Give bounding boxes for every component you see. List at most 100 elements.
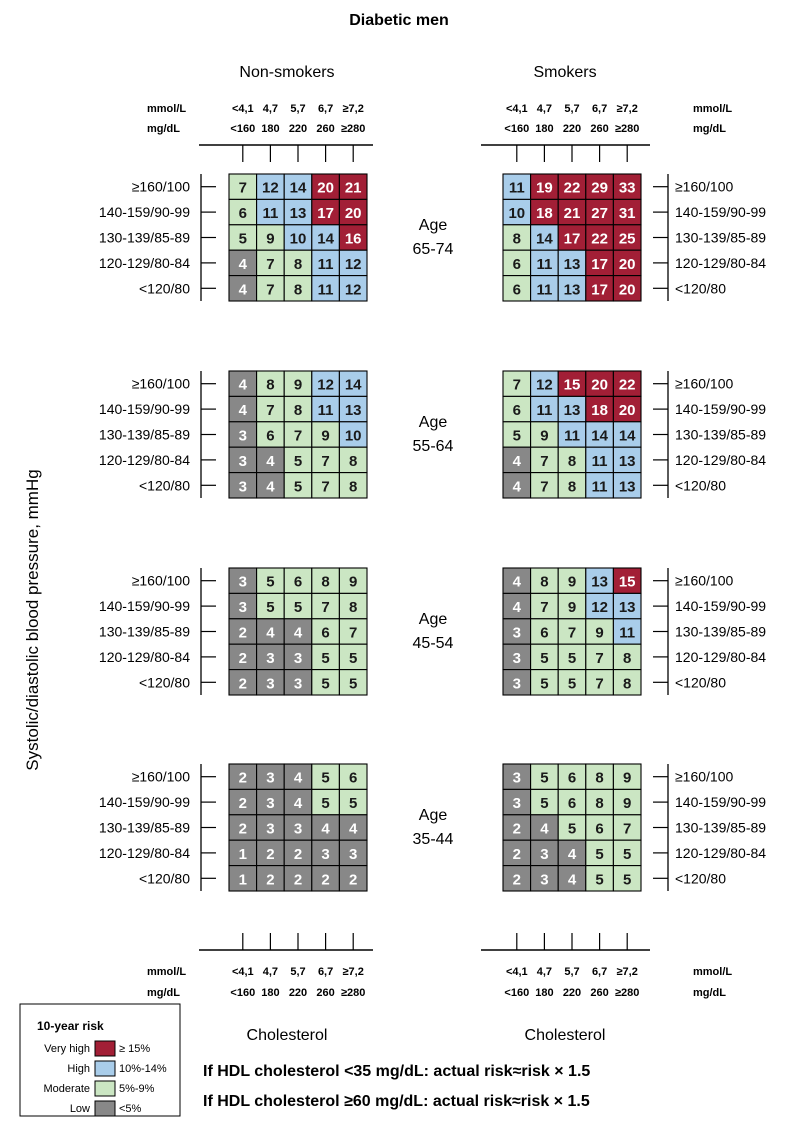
risk-cell [256,249,285,277]
legend-title: 10-year risk [37,1019,104,1033]
risk-value: 5 [321,650,329,667]
chol-tick-label: <4,1 [232,966,254,978]
risk-value: 4 [239,281,248,298]
risk-value: 7 [540,599,548,616]
risk-value: 5 [595,846,603,863]
risk-value: 9 [595,625,603,642]
chol-tick-label: 5,7 [564,966,579,978]
risk-value: 5 [266,574,274,591]
risk-cell [585,275,614,302]
risk-value: 5 [540,675,548,692]
risk-value: 10 [508,205,525,222]
risk-value: 11 [318,281,334,298]
risk-value: 13 [290,205,307,222]
risk-value: 6 [294,574,302,591]
risk-cell [338,446,368,474]
bp-label-left: 120-129/80-84 [99,255,190,271]
risk-cell [530,421,559,448]
risk-value: 3 [513,770,521,787]
risk-value: 8 [540,574,548,591]
top-left-mgdl-unit: mg/dL [147,123,180,135]
legend-swatch [94,1100,116,1117]
risk-value: 7 [540,478,548,495]
chol-tick-label: 220 [563,123,581,135]
risk-value: 8 [568,478,576,495]
chol-tick-label: <160 [230,123,255,135]
chol-tick-label: ≥7,2 [343,966,364,978]
axes-group: ≥160/100 ≥160/100 140-159/90-99 140-159/90-… [99,103,766,999]
risk-cell [338,788,368,816]
risk-cell [530,472,559,499]
risk-value: 9 [568,599,576,616]
risk-value: 8 [595,795,603,812]
top-left-mmol-unit: mmol/L [147,103,186,115]
risk-cell [530,567,559,594]
risk-value: 11 [318,402,334,419]
chol-tick-label: ≥280 [615,123,639,135]
risk-cell [502,839,532,867]
risk-value: 2 [513,846,521,863]
bp-label-left: <120/80 [139,870,190,886]
chol-tick-label: 4,7 [263,966,278,978]
panel-smokers-45-54: 4 8 9 13 15 4 7 9 12 13 3 6 7 9 11 3 5 5 7 8 3 5 5 7 8 [502,567,642,696]
risk-value: 5 [349,675,357,692]
bp-label-right: 120-129/80-84 [675,452,766,468]
risk-cell [502,567,532,594]
risk-value: 6 [321,625,329,642]
risk-value: 4 [321,821,330,838]
risk-value: 6 [513,402,521,419]
risk-value: 11 [318,256,334,273]
risk-value: 2 [294,871,302,888]
risk-value: 3 [266,675,274,692]
risk-value: 8 [321,574,329,591]
bp-label-right: <120/80 [675,674,726,690]
risk-value: 16 [345,231,362,248]
risk-cell [585,763,614,790]
risk-cell [283,865,313,892]
legend-swatch [94,1060,116,1077]
risk-cell [311,224,340,251]
risk-cell [228,275,258,302]
risk-cell [338,643,368,671]
risk-value: 25 [619,231,636,248]
risk-value: 8 [294,402,302,419]
risk-cell [228,643,258,671]
chol-tick-label: 260 [316,123,334,135]
bp-label-right: <120/80 [675,280,726,296]
chol-tick-label: 220 [289,987,307,999]
risk-cell [530,865,559,892]
risk-cell [557,370,587,397]
risk-value: 4 [294,795,303,812]
risk-cell [612,421,642,448]
risk-cell [228,814,258,841]
bp-label-right: 140-159/90-99 [675,204,766,220]
x-axis-label-right: Cholesterol [525,1027,606,1044]
risk-cell [502,592,532,620]
risk-value: 7 [540,453,548,470]
risk-value: 8 [568,453,576,470]
risk-value: 13 [591,574,608,591]
risk-value: 3 [294,650,302,667]
bp-label-right: 130-139/85-89 [675,624,766,640]
risk-value: 6 [513,281,521,298]
bp-label-left: 130-139/85-89 [99,624,190,640]
risk-cell [338,198,368,226]
risk-value: 11 [262,205,278,222]
risk-value: 3 [513,650,521,667]
risk-value: 3 [321,846,329,863]
risk-cell [228,249,258,277]
risk-value: 7 [321,478,329,495]
risk-value: 2 [513,871,521,888]
bp-label-left: 120-129/80-84 [99,649,190,665]
chol-tick-label: <4,1 [232,103,254,115]
risk-value: 7 [595,650,603,667]
column-title-nonsmokers: Non-smokers [239,64,334,81]
risk-cell [557,814,587,841]
risk-value: 7 [321,599,329,616]
risk-value: 10 [345,428,362,445]
bp-label-left: ≥160/100 [132,179,191,195]
risk-value: 2 [239,770,247,787]
risk-value: 14 [290,180,307,197]
chol-tick-label: ≥7,2 [617,966,638,978]
risk-value: 20 [317,180,334,197]
